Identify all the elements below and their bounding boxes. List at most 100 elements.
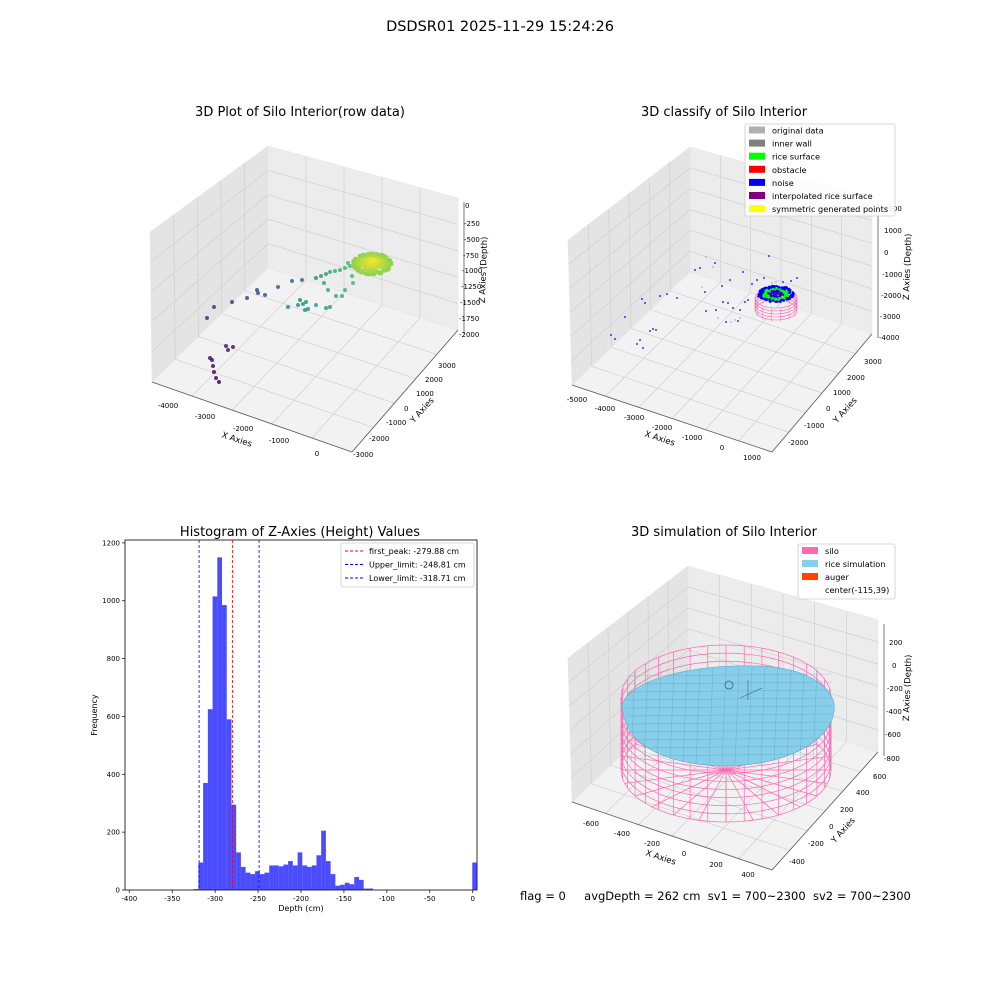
noise-point	[729, 279, 731, 281]
grid-line	[196, 197, 199, 337]
z-tick: 0	[465, 202, 469, 210]
noise-point	[641, 298, 643, 300]
data-point	[314, 276, 318, 280]
panel-raw-3d: 3D Plot of Silo Interior(row data) -4000…	[149, 105, 490, 459]
noise-point	[742, 271, 744, 273]
panel4-x-ticks: -600 -400 -200 0 200 400	[583, 820, 755, 879]
z-tick: -1500	[460, 299, 480, 307]
grid-line	[271, 304, 383, 425]
data-point	[762, 293, 766, 297]
data-point	[759, 295, 763, 299]
sv1-text: sv1 = 700~2300	[707, 889, 806, 903]
noise-point	[747, 299, 749, 301]
z-tick: -400	[886, 708, 902, 716]
panel2-title: 3D classify of Silo Interior	[641, 105, 808, 120]
data-point	[784, 289, 787, 293]
data-point	[768, 298, 771, 301]
rice-mesh-line	[682, 667, 688, 765]
noise-point	[727, 302, 729, 304]
data-point	[326, 288, 330, 292]
data-point	[343, 288, 347, 292]
x-tick-label: -300	[207, 895, 223, 903]
panel2-ylabel: Y Axies	[831, 395, 860, 426]
noise-point	[705, 310, 707, 312]
original-point	[717, 317, 719, 319]
legend-label: rice simulation	[825, 559, 885, 569]
data-point	[367, 257, 371, 261]
x-tick-label: -350	[164, 895, 180, 903]
data-point	[775, 286, 778, 290]
rice-mesh-line	[734, 667, 740, 765]
rice-mesh-line	[747, 667, 753, 765]
data-point	[300, 278, 304, 282]
silo-floor-spoke	[725, 769, 754, 821]
x-tick: -4000	[595, 405, 615, 413]
histogram-bar	[193, 889, 199, 890]
histogram-bar	[198, 862, 204, 890]
panel1-z-ticks: 0 -250 -500 -750 -1000 -1250 -1500 -1750…	[459, 202, 482, 339]
data-point	[791, 294, 795, 297]
data-point	[334, 294, 338, 298]
data-point	[773, 298, 777, 301]
data-point	[772, 284, 776, 288]
silo-floor-spoke	[624, 769, 727, 784]
legend-frame	[744, 123, 896, 217]
y-tick: 0	[826, 405, 830, 413]
data-point	[361, 261, 365, 265]
rice-mesh-line	[625, 721, 833, 725]
data-point	[372, 258, 377, 262]
data-point	[760, 293, 763, 296]
legend-swatch	[749, 126, 765, 134]
panel1-y-ticks: -3000 -2000 -1000 0 1000 2000 3000	[353, 362, 456, 459]
y-tick: 600	[873, 773, 886, 781]
data-point	[761, 287, 765, 291]
legend-swatch	[749, 205, 765, 213]
grid-line	[670, 290, 856, 354]
data-point	[358, 253, 362, 258]
noise-point	[763, 277, 765, 279]
legend-frame	[797, 543, 896, 600]
panel1-ylabel: Y Axies	[408, 395, 437, 426]
data-point	[360, 268, 364, 272]
histogram-bar	[231, 804, 237, 890]
legend-label: rice surface	[772, 152, 820, 162]
original-point	[734, 319, 736, 321]
z-tick: 200	[889, 639, 902, 647]
grid-line	[150, 218, 269, 323]
rice-mesh-line	[625, 753, 833, 757]
x-tick: 400	[741, 871, 754, 879]
y-tick: 200	[840, 806, 853, 814]
y-tick-label: 0	[116, 887, 120, 895]
y-axis-line	[771, 333, 873, 453]
panel1-zlabel: Z Axies (Depth)	[478, 236, 490, 303]
original-point	[771, 282, 773, 284]
x-tick: -5000	[567, 396, 587, 404]
silo-floor-spoke	[651, 769, 727, 808]
data-point	[383, 266, 387, 270]
legend-swatch	[802, 573, 818, 580]
rice-mesh-line	[625, 673, 833, 677]
histogram-bar	[316, 855, 322, 890]
z-tick: -250	[464, 220, 480, 228]
histogram-bar	[321, 830, 326, 890]
rice-mesh-line	[625, 745, 833, 749]
data-point	[783, 297, 786, 300]
data-point	[363, 264, 367, 268]
histogram-bar	[226, 719, 232, 890]
panel2-legend: original data inner wall rice surface obsta…	[744, 123, 896, 217]
data-point	[346, 261, 350, 265]
histogram-bar	[292, 865, 298, 890]
z-tick: -750	[463, 252, 479, 260]
noise-point	[714, 262, 716, 264]
legend-swatch	[749, 178, 765, 186]
rice-mesh-line	[773, 667, 779, 765]
noise-point	[737, 320, 739, 322]
y-tick-label: 200	[107, 829, 120, 837]
histogram-bar	[368, 888, 374, 890]
status-footer: flag = 0 avgDepth = 262 cm sv1 = 700~230…	[520, 889, 911, 903]
data-point	[314, 303, 318, 307]
legend-label: interpolated rice surface	[772, 191, 873, 201]
data-point	[296, 303, 300, 307]
z-tick: -800	[884, 755, 900, 763]
